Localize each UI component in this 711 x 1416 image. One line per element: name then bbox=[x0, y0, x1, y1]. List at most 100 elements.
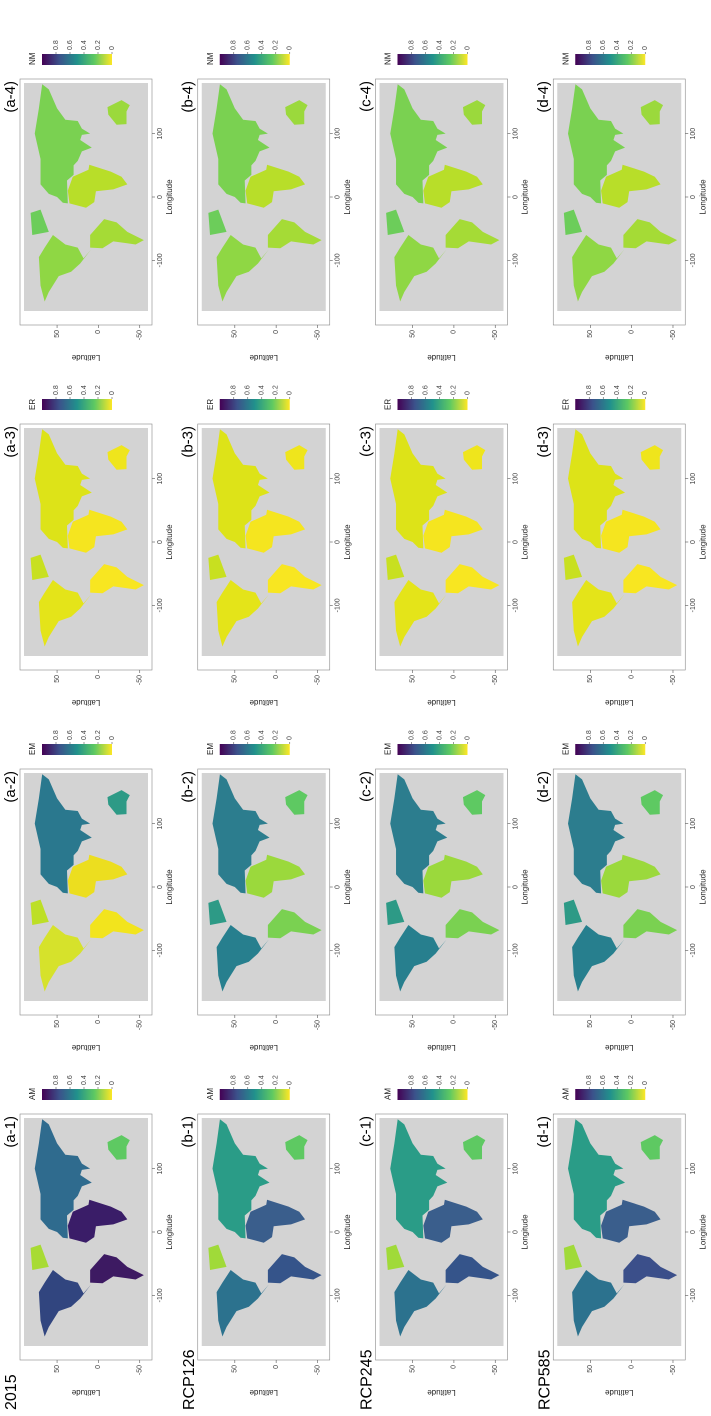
y-axis-label: Latitude bbox=[427, 353, 456, 362]
colorbar-tick-label: 0 bbox=[109, 1081, 116, 1085]
colorbar-title: EM bbox=[28, 743, 37, 755]
x-tick-label: 100 bbox=[512, 128, 519, 140]
panel-label: (a-4) bbox=[2, 81, 19, 113]
colorbar-tick-label: 0.6 bbox=[600, 385, 607, 395]
colorbar-tick-label: 0.8 bbox=[231, 40, 238, 50]
colorbar-tick-label: 0.6 bbox=[422, 40, 429, 50]
y-axis-label: Latitude bbox=[604, 1388, 633, 1397]
colorbar-tick-label: 0.8 bbox=[231, 1075, 238, 1085]
x-axis-label: Longitude bbox=[698, 1214, 707, 1250]
x-tick-label: 100 bbox=[690, 1163, 697, 1175]
panel: (b-1)RCP126500-50-1000100LongitudeLatitu… bbox=[180, 1075, 352, 1410]
colorbar-title: NM bbox=[561, 52, 570, 65]
x-tick-label: 100 bbox=[157, 473, 164, 485]
panel: (a-3)500-50-1000100LongitudeLatitudeER0.… bbox=[2, 385, 174, 707]
y-axis-label: Latitude bbox=[249, 1388, 278, 1397]
colorbar-tick-label: 0.4 bbox=[614, 385, 621, 395]
y-tick-label: 50 bbox=[409, 330, 416, 338]
y-axis-label: Latitude bbox=[71, 1388, 100, 1397]
colorbar-tick-label: 0.4 bbox=[259, 40, 266, 50]
x-tick-label: -100 bbox=[335, 1288, 342, 1302]
x-tick-label: 0 bbox=[512, 540, 519, 544]
y-tick-label: 0 bbox=[451, 1020, 458, 1024]
colorbar-tick-label: 0.4 bbox=[81, 40, 88, 50]
y-tick-label: 50 bbox=[409, 1020, 416, 1028]
y-tick-label: 50 bbox=[409, 1365, 416, 1373]
y-tick-label: 0 bbox=[628, 330, 635, 334]
x-tick-label: -100 bbox=[157, 253, 164, 267]
panel-label: (d-1) bbox=[535, 1116, 552, 1148]
x-tick-label: 100 bbox=[512, 473, 519, 485]
y-tick-label: 0 bbox=[273, 1365, 280, 1369]
colorbar-tick-label: 0.4 bbox=[259, 730, 266, 740]
x-tick-label: -100 bbox=[512, 943, 519, 957]
panel: (d-2)500-50-1000100LongitudeLatitudeEM0.… bbox=[535, 730, 707, 1052]
y-tick-label: 50 bbox=[232, 330, 239, 338]
colorbar-tick-label: 0.6 bbox=[245, 40, 252, 50]
colorbar-tick-label: 0.8 bbox=[53, 730, 60, 740]
y-tick-label: 50 bbox=[54, 1365, 61, 1373]
y-tick-label: 50 bbox=[54, 675, 61, 683]
colorbar-tick-label: 0 bbox=[287, 1081, 294, 1085]
x-tick-label: -100 bbox=[512, 253, 519, 267]
y-tick-label: 0 bbox=[95, 1365, 102, 1369]
y-tick-label: -50 bbox=[492, 675, 499, 685]
colorbar-tick-label: 0 bbox=[109, 736, 116, 740]
y-axis-label: Latitude bbox=[249, 353, 278, 362]
page: {"axes": {"x_label": "Longitude", "y_lab… bbox=[0, 0, 711, 1416]
x-tick-label: 0 bbox=[157, 885, 164, 889]
x-axis-label: Longitude bbox=[165, 179, 174, 215]
panel-label: (b-3) bbox=[180, 426, 197, 458]
colorbar bbox=[398, 54, 468, 65]
y-tick-label: -50 bbox=[137, 1020, 144, 1030]
colorbar-tick-label: 0.4 bbox=[81, 730, 88, 740]
x-tick-label: 100 bbox=[157, 818, 164, 830]
y-axis-label: Latitude bbox=[427, 698, 456, 707]
y-tick-label: 50 bbox=[587, 330, 594, 338]
panel-label: (a-1) bbox=[2, 1116, 19, 1148]
x-tick-label: -100 bbox=[335, 943, 342, 957]
colorbar bbox=[398, 1089, 468, 1100]
colorbar-title: EM bbox=[384, 743, 393, 755]
y-tick-label: 50 bbox=[54, 1020, 61, 1028]
colorbar-tick-label: 0.4 bbox=[614, 730, 621, 740]
colorbar-tick-label: 0.2 bbox=[628, 40, 635, 50]
colorbar-tick-label: 0.2 bbox=[95, 40, 102, 50]
colorbar-tick-label: 0.2 bbox=[273, 40, 280, 50]
x-tick-label: 100 bbox=[690, 128, 697, 140]
colorbar-tick-label: 0.2 bbox=[95, 385, 102, 395]
x-tick-label: 100 bbox=[512, 1163, 519, 1175]
x-tick-label: -100 bbox=[512, 1288, 519, 1302]
x-tick-label: 0 bbox=[335, 540, 342, 544]
colorbar-title: AM bbox=[28, 1088, 37, 1100]
colorbar bbox=[575, 399, 645, 410]
y-tick-label: -50 bbox=[670, 675, 677, 685]
y-tick-label: -50 bbox=[137, 1365, 144, 1375]
x-tick-label: 100 bbox=[512, 818, 519, 830]
y-tick-label: 0 bbox=[628, 1365, 635, 1369]
y-tick-label: 50 bbox=[587, 1365, 594, 1373]
colorbar-title: ER bbox=[206, 399, 215, 410]
colorbar-tick-label: 0.6 bbox=[67, 730, 74, 740]
y-tick-label: -50 bbox=[492, 330, 499, 340]
colorbar-tick-label: 0.2 bbox=[450, 40, 457, 50]
x-axis-label: Longitude bbox=[343, 869, 352, 905]
colorbar-tick-label: 0.6 bbox=[245, 730, 252, 740]
x-tick-label: 0 bbox=[690, 195, 697, 199]
x-tick-label: 0 bbox=[335, 885, 342, 889]
y-tick-label: 0 bbox=[451, 675, 458, 679]
x-tick-label: 0 bbox=[512, 1230, 519, 1234]
y-tick-label: 50 bbox=[54, 330, 61, 338]
panel: (d-3)500-50-1000100LongitudeLatitudeER0.… bbox=[535, 385, 707, 707]
y-tick-label: 0 bbox=[95, 675, 102, 679]
colorbar bbox=[398, 399, 468, 410]
y-tick-label: 0 bbox=[451, 330, 458, 334]
colorbar-tick-label: 0.6 bbox=[67, 1075, 74, 1085]
x-tick-label: -100 bbox=[157, 943, 164, 957]
y-axis-label: Latitude bbox=[604, 1043, 633, 1052]
panel-label: (b-2) bbox=[180, 771, 197, 803]
colorbar-tick-label: 0.4 bbox=[259, 385, 266, 395]
panel: (b-4)500-50-1000100LongitudeLatitudeNM0.… bbox=[180, 40, 352, 362]
x-axis-label: Longitude bbox=[521, 869, 530, 905]
